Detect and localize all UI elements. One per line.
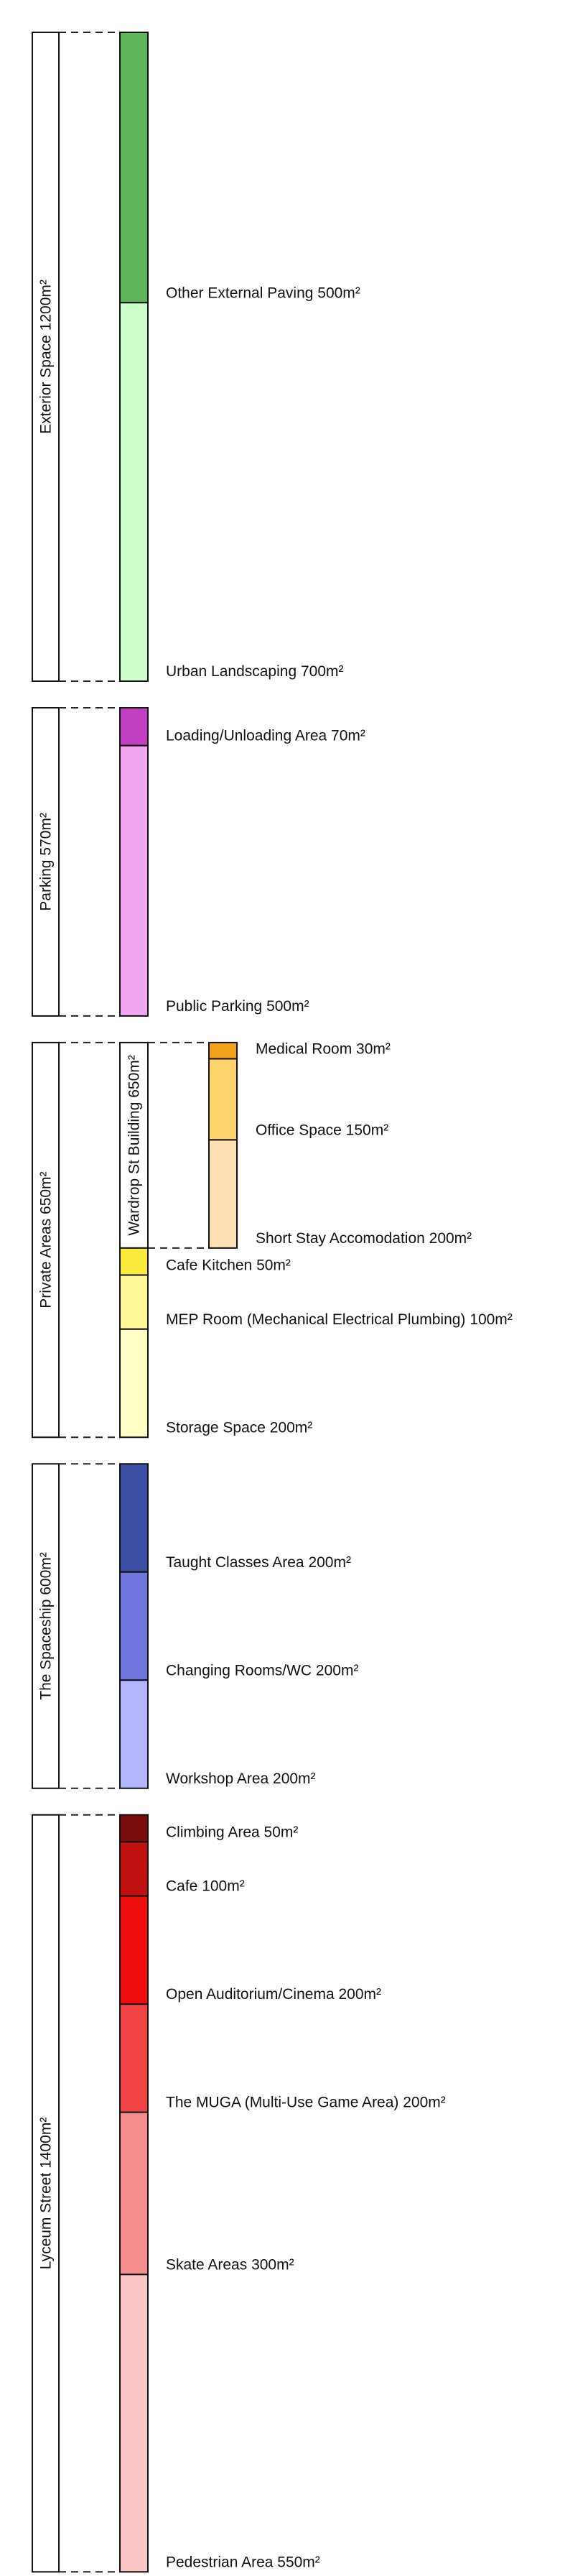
sub-block-label: Wardrop St Building 650m²	[126, 1055, 143, 1235]
segment-label: Cafe 100m²	[166, 1878, 245, 1895]
sub-segment-label: Medical Room 30m²	[256, 1041, 391, 1058]
group-3: The Spaceship 600m² Taught Classes Area 2…	[32, 1463, 358, 1789]
segment-block	[119, 1274, 149, 1330]
segment-block	[119, 1571, 149, 1681]
segment-label: Loading/Unloading Area 70m²	[166, 728, 365, 744]
segment-label: Taught Classes Area 200m²	[166, 1554, 351, 1571]
segment-block	[119, 302, 149, 682]
group-2: Private Areas 650m² Wardrop St Building 6…	[32, 1041, 513, 1439]
segment-label: Open Auditorium/Cinema 200m²	[166, 1986, 381, 2003]
sub-segment-block	[208, 1041, 238, 1060]
segment-label: Climbing Area 50m²	[166, 1824, 298, 1840]
segment-label: Cafe Kitchen 50m²	[166, 1257, 291, 1274]
segment-label: Workshop Area 200m²	[166, 1771, 316, 1787]
group-bracket	[32, 707, 60, 1017]
group-4: Lyceum Street 1400m² Climbing Area 50m² Ca…	[32, 1814, 446, 2573]
sub-block-bracket	[119, 1041, 149, 1249]
sub-segment-block	[208, 1058, 238, 1141]
group-label: Private Areas 650m²	[38, 1171, 55, 1308]
segment-block	[119, 707, 149, 747]
segment-block	[119, 32, 149, 304]
segment-label: Urban Landscaping 700m²	[166, 663, 344, 680]
groups-layer: Exterior Space 1200m² Other External Pavi…	[32, 32, 513, 2573]
segment-label: MEP Room (Mechanical Electrical Plumbing…	[166, 1311, 513, 1328]
sub-segment-label: Office Space 150m²	[256, 1122, 388, 1138]
segment-block	[119, 1679, 149, 1789]
segment-label: Storage Space 200m²	[166, 1419, 312, 1436]
segment-block	[119, 2003, 149, 2113]
group-0: Exterior Space 1200m² Other External Pavi…	[32, 32, 360, 682]
segment-block	[119, 2273, 149, 2573]
sub-segment-label: Short Stay Accomodation 200m²	[256, 1230, 472, 1247]
group-label: The Spaceship 600m²	[38, 1552, 55, 1699]
segment-block	[119, 1841, 149, 1897]
segment-block	[119, 744, 149, 1017]
group-label: Parking 570m²	[38, 813, 55, 911]
segment-label: Public Parking 500m²	[166, 998, 309, 1015]
segment-block	[119, 1328, 149, 1439]
segment-label: Pedestrian Area 550m²	[166, 2554, 320, 2570]
group-label: Exterior Space 1200m²	[38, 280, 55, 434]
sub-segment-block	[208, 1139, 238, 1249]
group-label: Lyceum Street 1400m²	[38, 2118, 55, 2270]
group-bracket	[32, 1041, 60, 1439]
segment-block	[119, 1247, 149, 1276]
segment-label: Skate Areas 300m²	[166, 2256, 294, 2273]
segment-block	[119, 1895, 149, 2005]
segment-label: Changing Rooms/WC 200m²	[166, 1662, 358, 1679]
segment-block	[119, 1463, 149, 1573]
segment-block	[119, 2111, 149, 2276]
segment-label: Other External Paving 500m²	[166, 285, 360, 301]
segment-block	[119, 1814, 149, 1843]
group-1: Parking 570m² Loading/Unloading Area 70m²…	[32, 707, 365, 1017]
group-bracket	[32, 1814, 60, 2573]
segment-label: The MUGA (Multi-Use Game Area) 200m²	[166, 2095, 446, 2111]
group-bracket	[32, 32, 60, 682]
group-bracket	[32, 1463, 60, 1789]
